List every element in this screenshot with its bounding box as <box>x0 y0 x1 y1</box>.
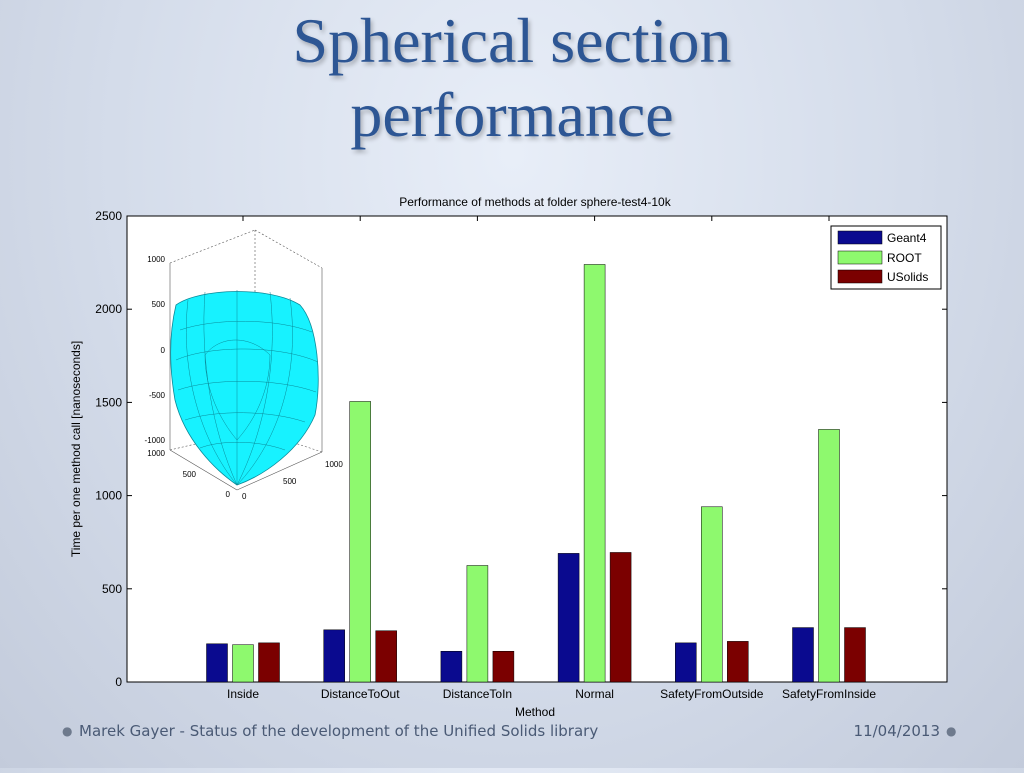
inset-z-tick: 500 <box>152 300 166 309</box>
inset-y-tick: 500 <box>283 477 297 486</box>
bar-usolids-safetyfromoutside <box>727 641 749 683</box>
slide-title-line-1: Spherical section <box>292 5 732 76</box>
bar-usolids-distancetoout <box>375 630 397 683</box>
y-tick-label: 500 <box>102 582 122 596</box>
bar-series <box>206 264 866 683</box>
footer-date: 11/04/2013 <box>853 722 940 740</box>
bar-root-distancetoout <box>349 401 371 683</box>
inset-tick-labels: 1000 500 0 -500 -1000 1000 500 0 0 500 1… <box>145 255 344 501</box>
y-tick-label: 0 <box>115 675 122 689</box>
y-tick-label: 2000 <box>95 302 122 316</box>
bar-geant4-normal <box>557 553 580 683</box>
inset-z-tick: 1000 <box>147 255 165 264</box>
bar-root-safetyfrominside <box>818 429 840 683</box>
inset-y-tick: 0 <box>242 492 247 501</box>
legend-swatch-root <box>837 250 883 265</box>
x-axis-ticks: Inside DistanceToOut DistanceToIn Normal Saf… <box>227 216 876 701</box>
slide-title: Spherical section performance <box>0 4 1024 152</box>
bar-root-normal <box>583 264 606 683</box>
x-axis-label: Method <box>515 705 555 719</box>
inset-x-tick: 1000 <box>147 449 165 458</box>
bar-usolids-safetyfrominside <box>844 627 866 683</box>
y-tick-label: 2500 <box>95 209 122 223</box>
y-tick-label: 1500 <box>95 395 122 409</box>
footer-bullet-right-icon: ● <box>946 724 957 738</box>
bar-usolids-inside <box>258 642 280 683</box>
legend-label-geant4: Geant4 <box>887 231 927 245</box>
bar-root-distancetoin <box>466 565 489 683</box>
chart-title: Performance of methods at folder sphere-… <box>399 195 671 209</box>
inset-z-tick: 0 <box>161 346 166 355</box>
inset-x-tick: 0 <box>226 490 231 499</box>
y-axis-ticks: 0 500 1000 1500 2000 2500 <box>95 209 947 689</box>
x-tick-label: DistanceToIn <box>443 687 512 701</box>
x-tick-label: Normal <box>575 687 614 701</box>
bar-usolids-distancetoin <box>492 650 515 683</box>
legend-label-root: ROOT <box>887 251 922 265</box>
inset-z-tick: -1000 <box>145 436 166 445</box>
inset-3d-plot: 1000 500 0 -500 -1000 1000 500 0 0 500 1… <box>145 229 344 501</box>
x-tick-label: SafetyFromOutside <box>660 687 764 701</box>
inset-z-tick: -500 <box>149 391 166 400</box>
footer-bullet-left-icon: ● <box>62 724 73 738</box>
y-tick-label: 1000 <box>95 489 122 503</box>
slide-title-line-2: performance <box>350 79 674 150</box>
bar-root-safetyfromoutside <box>701 506 723 683</box>
bar-geant4-safetyfromoutside <box>675 642 697 683</box>
x-tick-label: SafetyFromInside <box>782 687 876 701</box>
legend: Geant4 ROOT USolids <box>830 225 942 290</box>
legend-label-usolids: USolids <box>887 270 928 284</box>
bar-root-inside <box>232 644 254 683</box>
inset-surface-mesh <box>175 290 319 486</box>
y-axis-label: Time per one method call [nanoseconds] <box>69 341 83 557</box>
x-tick-label: DistanceToOut <box>321 687 400 701</box>
inset-x-tick: 500 <box>183 470 197 479</box>
legend-swatch-usolids <box>837 269 883 284</box>
slide-footer: ● Marek Gayer - Status of the developmen… <box>0 722 1024 746</box>
bar-geant4-safetyfrominside <box>792 627 814 683</box>
bar-geant4-inside <box>206 643 228 683</box>
inset-y-tick: 1000 <box>325 460 343 469</box>
x-tick-label: Inside <box>227 687 259 701</box>
bar-usolids-normal <box>609 552 632 683</box>
bar-geant4-distancetoout <box>323 629 345 683</box>
legend-swatch-geant4 <box>837 230 883 245</box>
bar-geant4-distancetoin <box>440 650 463 683</box>
footer-author-text: Marek Gayer - Status of the development … <box>79 722 599 740</box>
